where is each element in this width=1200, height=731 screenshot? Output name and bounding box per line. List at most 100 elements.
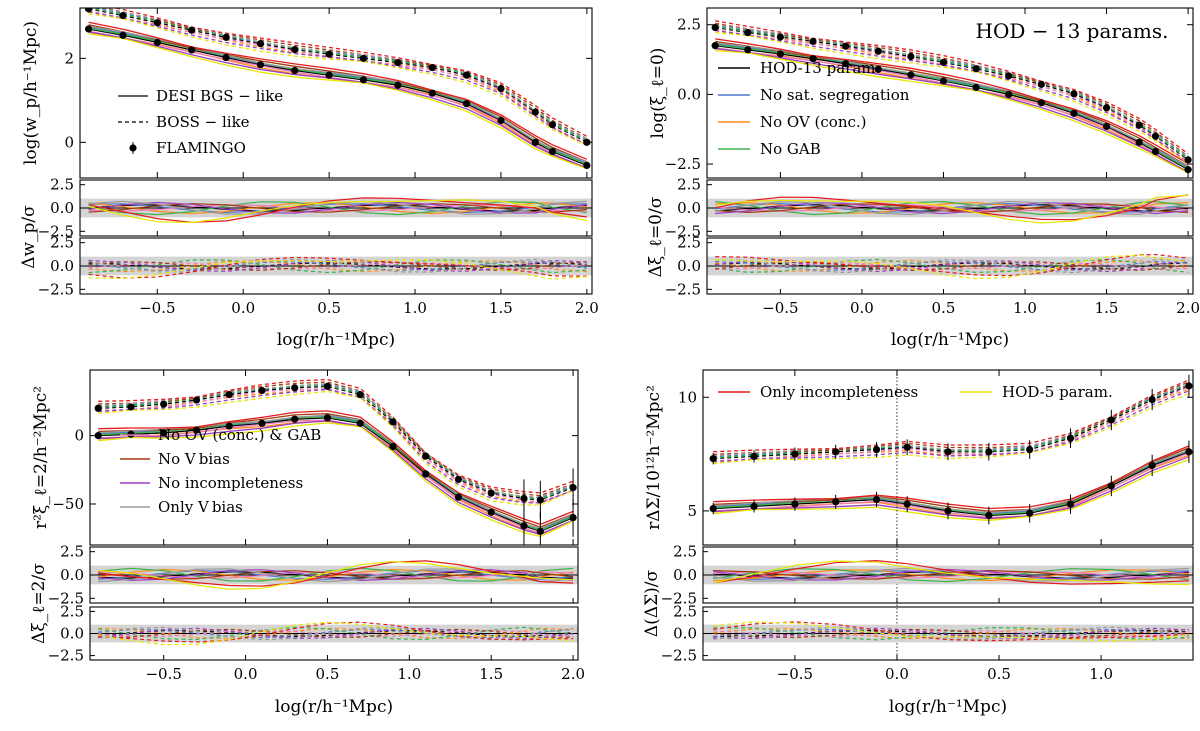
legend-label: BOSS − like xyxy=(156,113,250,131)
legend-label: Only V bias xyxy=(158,498,243,516)
flamingo-point xyxy=(94,404,102,412)
legend-label: No sat. segregation xyxy=(760,86,910,104)
main-plot-xi0 xyxy=(711,20,1192,174)
residual-line-6 xyxy=(715,202,1189,215)
flamingo-point xyxy=(188,46,196,54)
flamingo-point xyxy=(1066,434,1075,442)
model-line-xi2-boss-9 xyxy=(98,390,574,506)
model-line-xi0-boss-8 xyxy=(715,20,1189,155)
flamingo-point xyxy=(536,496,544,504)
flamingo-point xyxy=(422,470,430,478)
ytick-label: 2 xyxy=(64,49,74,67)
flamingo-point xyxy=(1107,482,1115,490)
residual-ytick-label: 2.5 xyxy=(673,602,697,620)
main-plot-wp xyxy=(84,8,591,170)
model-line-xi0-boss-6 xyxy=(715,29,1189,164)
flamingo-point xyxy=(744,46,752,54)
residual-line-3 xyxy=(98,567,574,582)
flamingo-point xyxy=(84,25,93,33)
residual-ytick-label: −2.5 xyxy=(661,647,697,665)
flamingo-point xyxy=(356,391,364,399)
flamingo-point xyxy=(520,522,528,530)
flamingo-point xyxy=(359,76,368,84)
residual-ytick-label: 2.5 xyxy=(677,176,701,194)
flamingo-point xyxy=(791,500,799,508)
flamingo-point xyxy=(192,426,201,434)
xtick-label: 1.0 xyxy=(397,665,421,683)
residual-line-2 xyxy=(88,202,587,215)
residual-ylabel-ds: Δ(ΔΣ)/σ xyxy=(642,570,662,638)
flamingo-point xyxy=(291,384,299,392)
residual-line-2 xyxy=(98,627,574,640)
model-line-wp-desi-8 xyxy=(88,21,588,160)
model-line-xi0-desi-8 xyxy=(715,38,1189,165)
flamingo-point xyxy=(454,475,463,483)
model-line-xi2-desi-9 xyxy=(98,422,574,538)
ytick-label: 0 xyxy=(64,133,74,151)
residual-line-9 xyxy=(88,259,587,280)
flamingo-point xyxy=(944,507,952,515)
flamingo-point xyxy=(84,8,93,13)
xtick-label: −0.5 xyxy=(777,665,813,683)
residual-ytick-label: 0.0 xyxy=(50,257,74,275)
flamingo-point xyxy=(1107,416,1115,424)
model-legend-bottom-right: Only incompleteness HOD-5 param. xyxy=(718,383,1113,401)
ytick-label: 10 xyxy=(678,388,697,406)
flamingo-point xyxy=(809,55,817,63)
residual-ytick-label: 0.0 xyxy=(673,566,697,584)
flamingo-point xyxy=(531,138,539,146)
flamingo-point xyxy=(583,161,591,170)
residual-plot-xi0-0 xyxy=(707,194,1193,224)
residual-line-8 xyxy=(713,559,1189,585)
main-frame-xi2 xyxy=(89,369,579,546)
xlabel-xi0: log(r/h⁻¹Mpc) xyxy=(891,330,1009,350)
flamingo-point xyxy=(1151,147,1160,156)
flamingo-point xyxy=(1037,99,1045,107)
xlabel-ds: log(r/h⁻¹Mpc) xyxy=(889,697,1007,717)
residual-ytick-label: 0.0 xyxy=(673,625,697,643)
xtick-label: 1.5 xyxy=(1095,299,1119,317)
flamingo-point xyxy=(258,419,266,427)
flamingo-point xyxy=(192,396,201,404)
residual-ytick-label: −2.5 xyxy=(661,589,697,607)
ylabel-xi0: log(ξ_ℓ=0) xyxy=(648,48,668,139)
model-line-wp-boss-8 xyxy=(112,8,588,137)
model-line-xi0-boss-3 xyxy=(715,26,1189,160)
model-line-xi0-desi-9 xyxy=(715,49,1189,174)
residual-line-8 xyxy=(715,194,1189,221)
ytick-label: 5 xyxy=(687,502,697,520)
xtick-label: 2.0 xyxy=(561,665,585,683)
panel-xi0: 2.50.0−2.5log(ξ_ℓ=0)2.50.0−2.52.50.0−2.5… xyxy=(646,7,1200,350)
legend-label: No OV (conc.) xyxy=(760,113,867,131)
flamingo-point xyxy=(1184,156,1192,164)
xtick-label: 2.0 xyxy=(575,299,599,317)
flamingo-point xyxy=(1148,461,1156,470)
residual-ytick-label: 0.0 xyxy=(60,625,84,643)
flamingo-point xyxy=(1037,80,1045,88)
residual-line-2 xyxy=(713,628,1189,640)
flamingo-point xyxy=(569,483,577,492)
residual-ytick-label: −2.5 xyxy=(48,589,84,607)
residual-plot-ds-1 xyxy=(703,621,1193,643)
residual-plot-ds-0 xyxy=(703,559,1193,586)
flamingo-point xyxy=(939,77,948,85)
flamingo-point xyxy=(1066,500,1075,508)
flamingo-point xyxy=(903,443,911,451)
model-line-xi0-boss-0 xyxy=(715,26,1189,161)
flamingo-point xyxy=(487,489,495,497)
residual-line-9 xyxy=(98,560,574,590)
residual-line-9 xyxy=(713,621,1189,642)
model-line-xi2-boss-1 xyxy=(98,383,574,499)
flamingo-point xyxy=(548,121,557,129)
flamingo-point xyxy=(127,403,135,411)
model-line-xi0-desi-6 xyxy=(715,47,1189,173)
xtick-label: 2.0 xyxy=(1176,299,1200,317)
xtick-label: 0.0 xyxy=(850,299,874,317)
legend-label: Only incompleteness xyxy=(760,383,918,401)
flamingo-point xyxy=(153,38,161,47)
flamingo-point xyxy=(1102,104,1111,112)
model-line-xi2-desi-0 xyxy=(98,417,574,532)
xtick-label: 0.5 xyxy=(932,299,956,317)
model-legend-bottom-left: No OV (conc.) & GAB No V bias No incomplet… xyxy=(120,426,321,516)
xlabel-xi2: log(r/h⁻¹Mpc) xyxy=(275,697,393,717)
